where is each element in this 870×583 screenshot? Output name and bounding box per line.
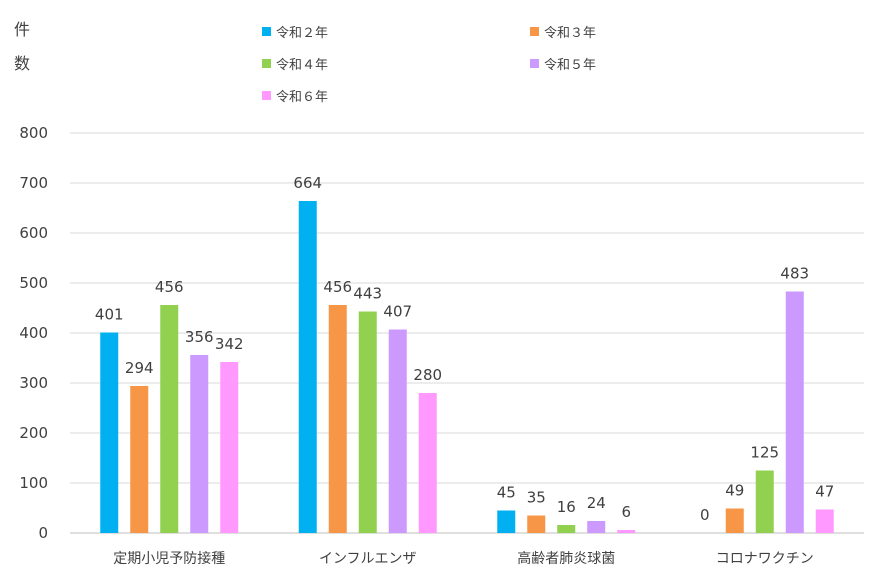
data-label: 342 bbox=[215, 335, 244, 353]
bar bbox=[557, 525, 576, 533]
data-label: 49 bbox=[725, 482, 744, 500]
bar bbox=[130, 386, 149, 533]
y-tick-label: 200 bbox=[19, 424, 48, 442]
data-label: 47 bbox=[815, 483, 834, 501]
data-label: 456 bbox=[323, 278, 352, 296]
bar bbox=[497, 510, 516, 533]
legend-label: 令和６年 bbox=[276, 90, 329, 105]
x-tick-label: インフルエンザ bbox=[319, 551, 417, 567]
y-tick-label: 500 bbox=[19, 274, 48, 292]
data-label: 16 bbox=[557, 498, 576, 516]
bar bbox=[220, 362, 239, 533]
data-label: 35 bbox=[527, 489, 546, 507]
legend-item: 令和５年 bbox=[530, 54, 596, 73]
data-label: 24 bbox=[587, 494, 606, 512]
legend-label: 令和４年 bbox=[276, 58, 329, 73]
data-label: 6 bbox=[621, 503, 631, 521]
bar bbox=[160, 305, 179, 533]
data-label: 0 bbox=[700, 506, 710, 524]
y-tick-label: 800 bbox=[19, 124, 48, 142]
legend-label: 令和３年 bbox=[544, 26, 597, 41]
x-tick-label: 定期小児予防接種 bbox=[113, 550, 225, 567]
legend-swatch bbox=[262, 91, 271, 100]
bar bbox=[815, 509, 834, 533]
bar bbox=[527, 515, 546, 533]
bar bbox=[100, 332, 119, 533]
data-label: 407 bbox=[383, 303, 412, 321]
y-axis-label-char-1: 件 bbox=[14, 20, 31, 39]
legend-swatch bbox=[262, 27, 271, 36]
data-label: 443 bbox=[353, 285, 382, 303]
bar bbox=[418, 393, 437, 533]
y-axis-label-char-2: 数 bbox=[14, 54, 31, 73]
bar bbox=[298, 201, 317, 533]
y-tick-label: 300 bbox=[19, 374, 48, 392]
y-tick-label: 400 bbox=[19, 324, 48, 342]
bar bbox=[190, 355, 209, 533]
legend-label: 令和５年 bbox=[544, 58, 597, 73]
bar bbox=[388, 329, 407, 533]
legend-item: 令和３年 bbox=[530, 22, 596, 41]
data-label: 280 bbox=[413, 366, 442, 384]
data-label: 401 bbox=[95, 306, 124, 324]
data-label: 294 bbox=[125, 359, 154, 377]
bar bbox=[785, 291, 804, 533]
y-tick-label: 600 bbox=[19, 224, 48, 242]
bar bbox=[725, 508, 744, 533]
y-tick-label: 0 bbox=[38, 524, 48, 542]
bar bbox=[358, 311, 377, 533]
data-label: 356 bbox=[185, 328, 214, 346]
legend-swatch bbox=[530, 27, 539, 36]
legend-swatch bbox=[530, 59, 539, 68]
legend-swatch bbox=[262, 59, 271, 68]
y-tick-label: 700 bbox=[19, 174, 48, 192]
data-label: 456 bbox=[155, 278, 184, 296]
data-label: 483 bbox=[780, 265, 809, 283]
legend-item: 令和２年 bbox=[262, 22, 328, 41]
legend-label: 令和２年 bbox=[276, 26, 329, 41]
legend-item: 令和４年 bbox=[262, 54, 328, 73]
x-tick-label: コロナワクチン bbox=[716, 551, 814, 567]
data-label: 125 bbox=[750, 444, 779, 462]
legend-item: 令和６年 bbox=[262, 86, 328, 105]
bar bbox=[755, 470, 774, 533]
bar bbox=[617, 530, 636, 533]
bar bbox=[587, 521, 606, 533]
x-tick-label: 高齢者肺炎球菌 bbox=[517, 550, 615, 567]
bar bbox=[328, 305, 347, 533]
y-tick-label: 100 bbox=[19, 474, 48, 492]
data-label: 45 bbox=[497, 484, 516, 502]
data-label: 664 bbox=[293, 174, 322, 192]
